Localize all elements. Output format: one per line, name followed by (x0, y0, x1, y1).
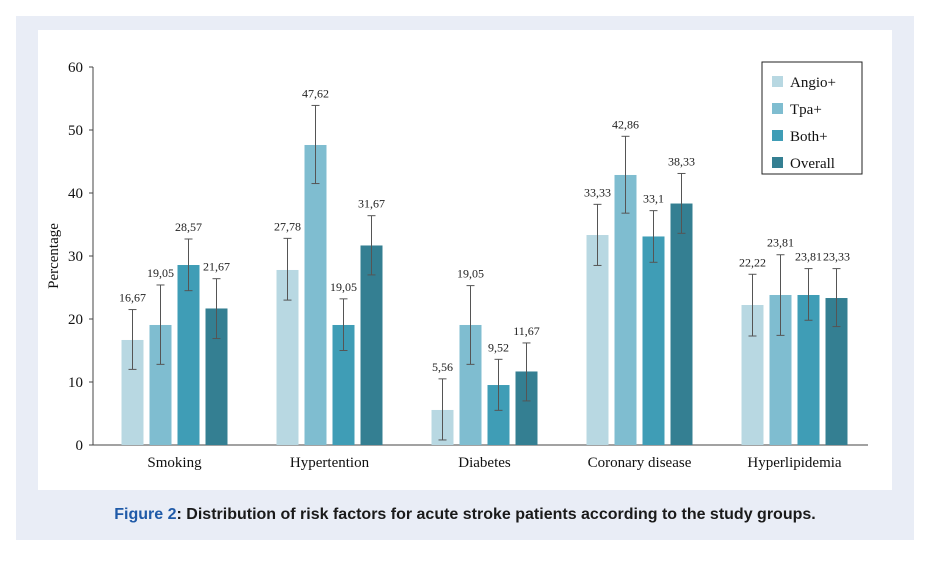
data-label: 42,86 (612, 117, 639, 131)
data-label: 31,67 (358, 197, 385, 211)
data-label: 38,33 (668, 154, 695, 168)
bar (276, 269, 299, 445)
data-label: 23,33 (823, 250, 850, 264)
data-label: 19,05 (147, 266, 174, 280)
bar (642, 236, 665, 445)
bar (797, 294, 820, 445)
x-tick-label: Diabetes (458, 455, 511, 471)
y-tick-label: 50 (68, 123, 83, 139)
data-label: 19,05 (457, 267, 484, 281)
y-tick-label: 60 (68, 60, 83, 76)
bar (487, 385, 510, 445)
legend-label: Tpa+ (790, 102, 822, 118)
data-label: 23,81 (795, 250, 822, 264)
data-label: 28,57 (175, 220, 202, 234)
legend-label: Angio+ (790, 75, 836, 91)
x-tick-label: Coronary disease (588, 455, 692, 471)
x-tick-label: Hyperlipidemia (747, 455, 841, 471)
x-tick-label: Hypertention (290, 455, 370, 471)
legend-swatch (772, 157, 783, 168)
y-tick-label: 0 (76, 438, 84, 454)
data-label: 19,05 (330, 280, 357, 294)
bar (614, 174, 637, 445)
y-tick-label: 20 (68, 312, 83, 328)
legend-swatch (772, 103, 783, 114)
legend-label: Overall (790, 156, 835, 172)
bar (586, 235, 609, 445)
bar (459, 324, 482, 445)
figure-caption: Figure 2: Distribution of risk factors f… (16, 506, 914, 524)
data-label: 27,78 (274, 219, 301, 233)
data-label: 11,67 (513, 324, 540, 338)
bar (360, 245, 383, 445)
x-tick-label: Smoking (147, 455, 202, 471)
bar (769, 294, 792, 445)
data-label: 47,62 (302, 86, 329, 100)
data-label: 33,33 (584, 185, 611, 199)
data-label: 5,56 (432, 360, 453, 374)
bar (121, 339, 144, 445)
data-label: 16,67 (119, 291, 146, 305)
bar (304, 144, 327, 445)
y-tick-label: 30 (68, 249, 83, 265)
data-label: 9,52 (488, 340, 509, 354)
data-label: 33,1 (643, 192, 664, 206)
caption-text: : Distribution of risk factors for acute… (176, 506, 816, 523)
bar (825, 298, 848, 445)
bar (205, 308, 228, 445)
data-label: 22,22 (739, 255, 766, 269)
y-tick-label: 40 (68, 186, 83, 202)
data-label: 21,67 (203, 260, 230, 274)
legend-swatch (772, 130, 783, 141)
bar (332, 324, 355, 445)
legend-label: Both+ (790, 129, 828, 145)
data-label: 23,81 (767, 236, 794, 250)
chart-panel: 0 10 20 30 40 50 60 Percentage 16,67 19,05 28,57 21… (38, 30, 892, 490)
bar (741, 305, 764, 445)
figure-frame: 0 10 20 30 40 50 60 Percentage 16,67 19,05 28,57 21… (16, 16, 914, 540)
bar (670, 203, 693, 445)
bar (177, 265, 200, 445)
bar (515, 371, 538, 445)
bar (149, 324, 172, 445)
figure-label: Figure 2 (114, 506, 177, 523)
bar-chart: 0102030405060Percentage16,6719,0528,5721… (46, 60, 868, 471)
y-tick-label: 10 (68, 375, 83, 391)
y-axis-label: Percentage (46, 223, 62, 289)
legend-swatch (772, 76, 783, 87)
